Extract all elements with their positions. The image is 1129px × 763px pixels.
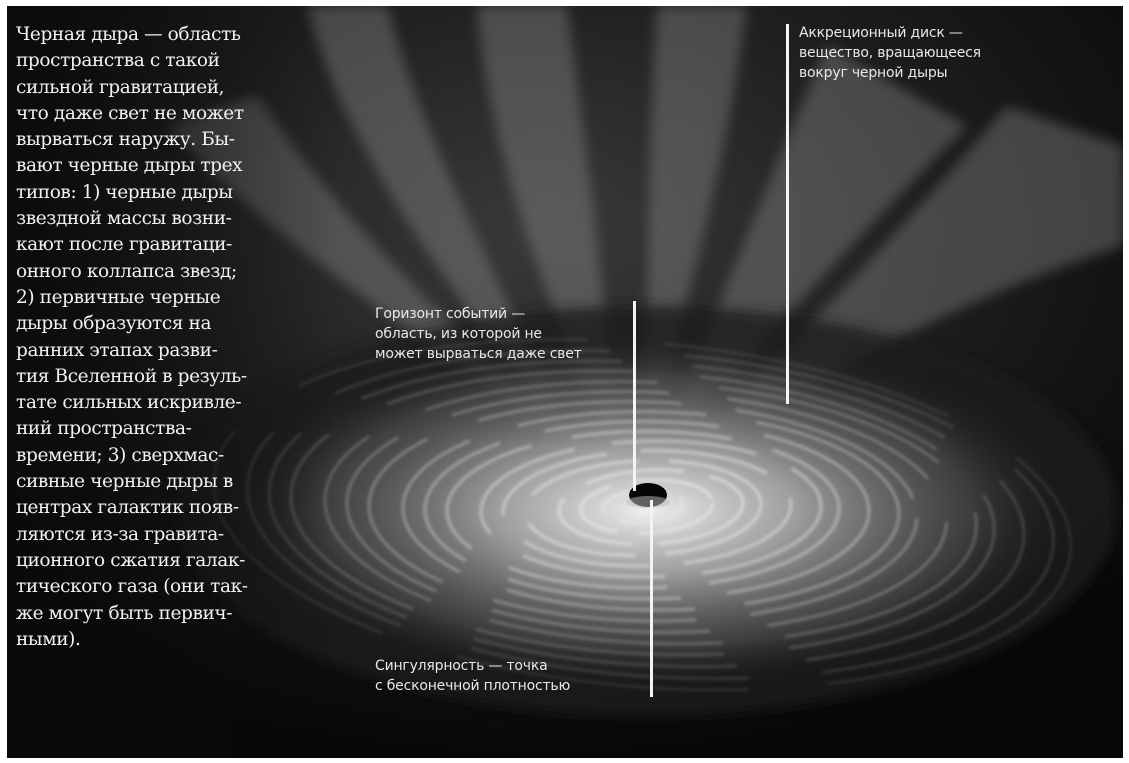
event-horizon-callout-line (633, 301, 636, 491)
disk-ring (501, 449, 793, 568)
accretion-disk-callout-line (786, 24, 789, 404)
disk-ring (401, 410, 901, 612)
disk-ring (345, 390, 948, 634)
disk-ring (367, 400, 919, 623)
event-horizon-label: Горизонт событий — область, из которой н… (375, 306, 582, 362)
accretion-disk-artwork (7, 6, 1123, 758)
disk-ring (523, 458, 763, 557)
singularity-label: Сингулярность — точка с бесконечной плот… (375, 658, 571, 694)
black-hole-description: Черная дыра — область пространства с так… (16, 24, 248, 650)
disk-ring (579, 478, 715, 535)
disk-ring (445, 429, 841, 590)
accretion-disk-label: Аккреционный диск — вещество, вращающеес… (799, 25, 981, 81)
disk-ring (557, 468, 745, 546)
black-hole-illustration: Черная дыра — область пространства с так… (7, 6, 1123, 758)
singularity-callout-line (650, 500, 653, 697)
disk-ring (423, 420, 871, 601)
